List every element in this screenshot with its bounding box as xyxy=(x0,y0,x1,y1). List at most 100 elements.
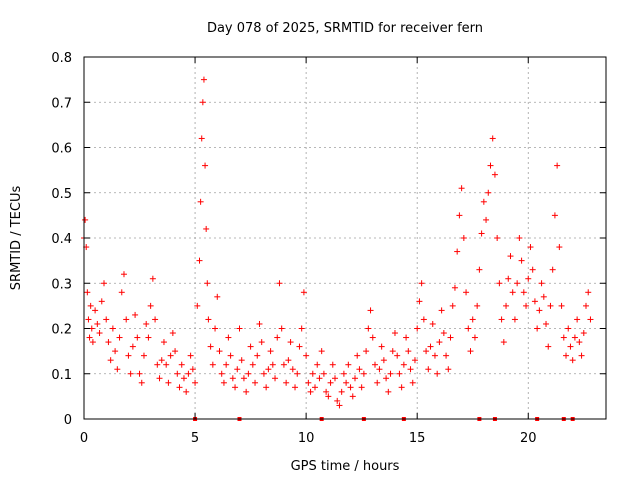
data-point xyxy=(289,366,296,373)
data-point xyxy=(225,334,232,341)
data-point xyxy=(458,185,465,192)
y-tick-label: 0.4 xyxy=(51,232,72,247)
data-point xyxy=(178,361,185,368)
y-tick-label: 0.2 xyxy=(51,323,72,338)
data-point xyxy=(185,370,192,377)
data-point xyxy=(385,388,392,395)
data-point xyxy=(569,357,576,364)
data-point xyxy=(116,334,123,341)
data-point xyxy=(309,370,316,377)
data-point xyxy=(511,316,518,323)
data-point xyxy=(336,402,343,409)
data-point xyxy=(238,357,245,364)
data-point xyxy=(154,361,161,368)
data-point xyxy=(229,375,236,382)
data-point xyxy=(489,135,496,142)
y-tick-label: 0.8 xyxy=(51,51,72,66)
data-point xyxy=(576,339,583,346)
chart-title: Day 078 of 2025, SRMTID for receiver fer… xyxy=(207,21,483,36)
data-point xyxy=(345,361,352,368)
data-point xyxy=(363,348,370,355)
data-point xyxy=(207,343,214,350)
data-point xyxy=(98,298,105,305)
data-point xyxy=(327,379,334,386)
data-point xyxy=(498,316,505,323)
data-point xyxy=(440,330,447,337)
data-point xyxy=(307,388,314,395)
data-point xyxy=(283,379,290,386)
data-point xyxy=(334,397,341,404)
data-point xyxy=(560,334,567,341)
data-point xyxy=(260,370,267,377)
data-point xyxy=(447,334,454,341)
data-point xyxy=(274,334,281,341)
data-point xyxy=(243,388,250,395)
data-point xyxy=(538,280,545,287)
data-point xyxy=(180,375,187,382)
x-tick-labels: 0 5 10 15 20 xyxy=(80,431,537,446)
data-point xyxy=(351,375,358,382)
data-point xyxy=(200,76,207,83)
data-point xyxy=(285,357,292,364)
data-point xyxy=(167,352,174,359)
data-point xyxy=(140,352,147,359)
data-point xyxy=(176,384,183,391)
data-point xyxy=(199,99,206,106)
data-point xyxy=(398,384,405,391)
x-tick-label: 10 xyxy=(298,431,315,446)
data-point xyxy=(543,320,550,327)
data-point xyxy=(136,370,143,377)
data-point xyxy=(349,393,356,400)
x-tick-label: 15 xyxy=(409,431,426,446)
y-tick-label: 0.1 xyxy=(51,368,72,383)
data-point xyxy=(94,320,101,327)
data-point xyxy=(434,370,441,377)
data-point xyxy=(414,325,421,332)
data-point xyxy=(292,384,299,391)
data-point xyxy=(86,334,93,341)
data-point xyxy=(449,302,456,309)
data-point xyxy=(369,334,376,341)
data-point xyxy=(374,379,381,386)
data-point xyxy=(156,375,163,382)
data-point xyxy=(338,388,345,395)
data-point xyxy=(451,284,458,291)
data-point xyxy=(263,384,270,391)
data-point xyxy=(245,370,252,377)
y-tick-label: 0.5 xyxy=(51,187,72,202)
data-point xyxy=(305,379,312,386)
x-tick-label: 5 xyxy=(191,431,199,446)
data-point xyxy=(280,361,287,368)
data-point xyxy=(407,366,414,373)
data-point xyxy=(278,325,285,332)
data-point xyxy=(545,343,552,350)
data-point xyxy=(138,379,145,386)
data-point xyxy=(427,343,434,350)
y-axis-label: SRMTID / TECUs xyxy=(9,186,24,291)
data-point xyxy=(340,370,347,377)
data-point xyxy=(320,370,327,377)
data-point xyxy=(380,357,387,364)
data-point xyxy=(347,384,354,391)
data-point xyxy=(471,334,478,341)
data-point xyxy=(204,280,211,287)
data-point xyxy=(354,352,361,359)
data-point xyxy=(500,339,507,346)
data-point xyxy=(567,343,574,350)
data-point xyxy=(371,361,378,368)
x-tick-label: 20 xyxy=(520,431,537,446)
data-point xyxy=(360,370,367,377)
data-point xyxy=(463,289,470,296)
data-point xyxy=(436,339,443,346)
data-point xyxy=(109,325,116,332)
data-point xyxy=(443,352,450,359)
data-point xyxy=(118,289,125,296)
y-tick-labels: 0 0.1 0.2 0.3 0.4 0.5 0.6 0.7 0.8 xyxy=(51,51,72,428)
data-point xyxy=(478,230,485,237)
data-point xyxy=(123,316,130,323)
data-point xyxy=(465,325,472,332)
data-point xyxy=(425,366,432,373)
data-point xyxy=(411,357,418,364)
y-tick-label: 0 xyxy=(64,413,72,428)
data-point xyxy=(358,384,365,391)
